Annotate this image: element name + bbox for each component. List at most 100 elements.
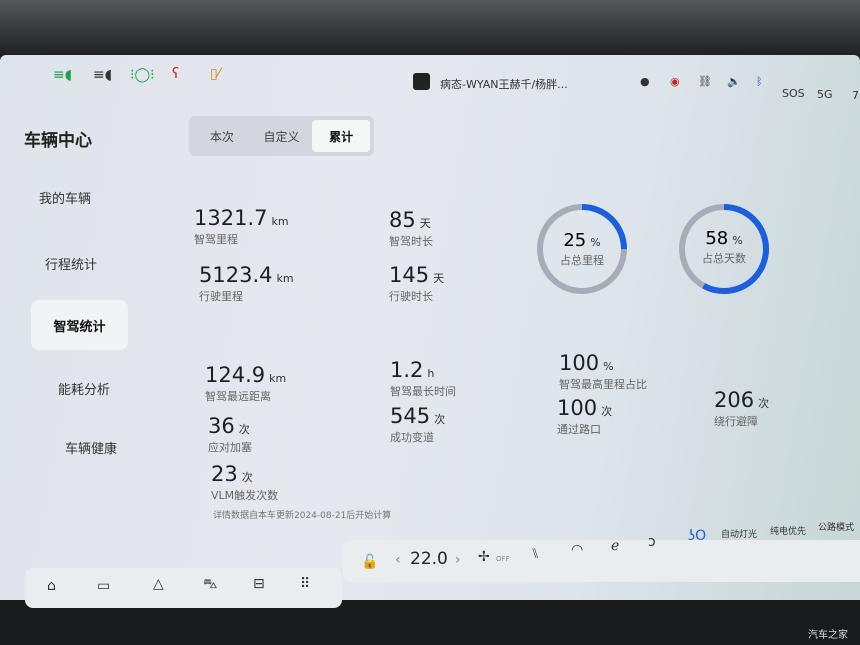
- stat-unit: 天: [419, 217, 431, 230]
- stat-unit: km: [271, 215, 289, 228]
- tab-this-trip[interactable]: 本次: [209, 129, 234, 144]
- stat-item: 100 次通过路口: [557, 396, 612, 437]
- media-title[interactable]: 病态-WYAN王赫千/杨胖...: [440, 78, 568, 91]
- apps-grid-icon[interactable]: ⠿: [300, 576, 311, 592]
- unlock-icon[interactable]: 🔓: [361, 554, 379, 570]
- fuel-door-icon: ▯⁄: [210, 66, 221, 82]
- camera-icon[interactable]: ▭: [97, 578, 111, 594]
- tab-cumulative[interactable]: 累计: [312, 120, 371, 152]
- stat-value: 36: [208, 414, 235, 438]
- ring-unit: %: [590, 236, 601, 249]
- album-art-icon[interactable]: [413, 73, 430, 90]
- highway-mode-button[interactable]: 公路模式: [818, 523, 855, 533]
- stat-item: 36 次应对加塞: [208, 414, 252, 455]
- ring-value: 25: [563, 230, 587, 251]
- sidebar-item-health[interactable]: 车辆健康: [65, 442, 118, 457]
- stat-label: VLM触发次数: [211, 489, 279, 502]
- stat-item: 145 天行驶时长: [389, 263, 444, 304]
- seat-heat-icon[interactable]: ⑊: [531, 546, 540, 562]
- auto-light-icon[interactable]: ʖO: [688, 528, 707, 544]
- stat-label: 行驶时长: [389, 290, 433, 303]
- ring-days-share: [679, 204, 769, 294]
- location-icon: ●: [640, 75, 650, 88]
- stat-value: 124.9: [205, 363, 266, 387]
- stat-unit: 次: [434, 413, 446, 426]
- link-icon: ⛓: [698, 75, 712, 88]
- stat-label: 智驾里程: [194, 233, 238, 246]
- bluetooth-icon: ᛒ: [756, 75, 763, 88]
- stat-value: 5123.4: [199, 263, 273, 287]
- charging-plug-icon: ʕ: [172, 66, 180, 82]
- stat-unit: 次: [241, 471, 253, 484]
- fan-icon[interactable]: ✢: [478, 549, 490, 565]
- sidebar-item-smart-driving-stats[interactable]: 智驾统计: [31, 300, 128, 350]
- stat-item: 206 次绕行避障: [714, 388, 769, 429]
- temp-down-button[interactable]: ‹: [395, 552, 401, 568]
- stat-value: 545: [390, 404, 431, 428]
- stat-label: 通过路口: [557, 423, 601, 436]
- volume-icon: 🔈: [727, 75, 741, 88]
- period-tabs: 本次 自定义 累计: [189, 116, 374, 156]
- stat-value: 206: [714, 388, 755, 412]
- stat-value: 100: [559, 351, 600, 375]
- stat-value: 1.2: [390, 358, 424, 382]
- record-icon: ◉: [670, 75, 680, 88]
- seat-ventilation-icon[interactable]: ↄ: [648, 534, 656, 550]
- home-icon[interactable]: ⌂: [47, 578, 56, 594]
- stat-label: 绕行避障: [714, 415, 758, 428]
- auto-highbeam-icon: ≡◖: [93, 67, 113, 83]
- controls-icon[interactable]: ⊟: [253, 576, 265, 592]
- footnote: 详情数据自本车更新2024-08-21后开始计算: [213, 511, 392, 521]
- stat-unit: km: [276, 272, 294, 285]
- sidebar-item-energy[interactable]: 能耗分析: [58, 383, 111, 398]
- app-dock: ⌂ ▭ △ ⛍ ⊟ ⠿: [25, 568, 342, 608]
- auto-light-button[interactable]: 自动灯光: [721, 530, 758, 540]
- stat-label: 智驾最长时间: [390, 385, 456, 398]
- stat-item: 545 次成功变道: [390, 404, 445, 445]
- steering-heat-icon[interactable]: ℯ: [611, 538, 620, 554]
- stat-item: 85 天智驾时长: [389, 208, 433, 249]
- sidebar-item-trip-stats[interactable]: 行程统计: [45, 258, 98, 273]
- sidebar-item-my-vehicle[interactable]: 我的车辆: [39, 192, 92, 207]
- stat-unit: h: [427, 367, 435, 380]
- navigation-icon[interactable]: △: [153, 576, 164, 592]
- stat-item: 5123.4 km 行驶里程: [199, 263, 294, 304]
- watermark: 汽车之家: [808, 630, 848, 641]
- temp-up-button[interactable]: ›: [455, 552, 461, 568]
- ring-progress: [537, 204, 627, 294]
- stat-unit: 次: [238, 423, 250, 436]
- stat-item: 100% 智驾最高里程占比: [559, 351, 647, 392]
- ev-priority-button[interactable]: 纯电优先: [770, 527, 807, 537]
- stat-item: 124.9 km 智驾最远距离: [205, 363, 286, 404]
- stat-value: 85: [389, 208, 416, 232]
- temperature-value: 22.0: [410, 549, 448, 569]
- stat-label: 智驾最高里程占比: [559, 378, 647, 391]
- stat-label: 智驾时长: [389, 235, 433, 248]
- car-icon[interactable]: ⛍: [203, 576, 218, 592]
- stat-item: 1.2 h 智驾最长时间: [390, 358, 456, 399]
- stat-unit: %: [603, 360, 614, 373]
- stat-label: 成功变道: [390, 431, 434, 444]
- stat-label: 应对加塞: [208, 441, 252, 454]
- stat-item: 1321.7 km 智驾里程: [194, 206, 289, 247]
- parking-light-icon: ⁝◯⁝: [130, 67, 155, 83]
- stat-unit: 天: [433, 272, 445, 285]
- rear-defrost-icon[interactable]: ◠: [571, 542, 584, 558]
- stat-value: 23: [211, 462, 238, 486]
- stat-item: 23 次 VLM触发次数: [211, 462, 278, 503]
- auto-headlight-icon: ≡◖: [53, 67, 73, 83]
- ring-unit: %: [732, 234, 743, 247]
- ring-progress: [679, 204, 769, 294]
- stat-label: 行驶里程: [199, 290, 243, 303]
- ring-value: 58: [705, 228, 729, 249]
- stat-unit: 次: [601, 405, 613, 418]
- tab-custom[interactable]: 自定义: [263, 129, 300, 144]
- stat-value: 1321.7: [194, 206, 268, 230]
- bezel: [0, 0, 860, 60]
- sos-indicator[interactable]: SOS: [782, 87, 805, 100]
- screen: [0, 55, 860, 615]
- clock: 7: [852, 89, 859, 102]
- stat-label: 智驾最远距离: [205, 390, 271, 403]
- stat-value: 145: [389, 263, 430, 287]
- ring-mileage-share: [537, 204, 627, 294]
